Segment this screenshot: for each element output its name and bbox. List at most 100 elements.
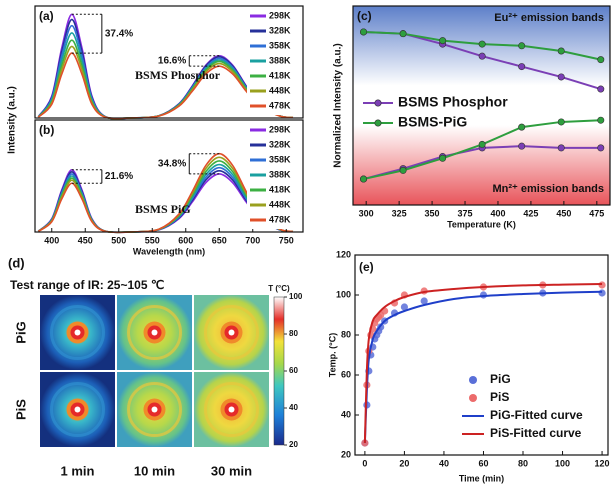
legend-label: PiG bbox=[490, 372, 511, 386]
x-tick-label: 300 bbox=[359, 208, 374, 218]
x-tick-label: 40 bbox=[439, 458, 449, 468]
x-tick-label: 60 bbox=[478, 458, 488, 468]
thermal-ring bbox=[50, 305, 105, 360]
panel-label: (a) bbox=[39, 9, 54, 23]
x-tick-label: 400 bbox=[490, 208, 505, 218]
colorbar-tick-label: 80 bbox=[289, 329, 298, 338]
point bbox=[518, 42, 526, 50]
hot-spot bbox=[228, 406, 235, 413]
point bbox=[399, 166, 407, 174]
legend-marker bbox=[374, 99, 382, 107]
colorbar-title: T (°C) bbox=[268, 284, 290, 293]
thermal-ring bbox=[204, 382, 259, 437]
inset-label: BSMS PiG bbox=[135, 202, 191, 216]
thermal-ring bbox=[50, 382, 105, 437]
annotation: 37.4% bbox=[105, 28, 133, 39]
point bbox=[400, 303, 409, 311]
point bbox=[478, 52, 486, 60]
point bbox=[557, 118, 565, 126]
colorbar bbox=[273, 296, 285, 446]
x-axis-title: Temperature (K) bbox=[447, 219, 516, 229]
y-tick-label: 20 bbox=[341, 449, 351, 459]
x-axis-title: Time (min) bbox=[459, 473, 504, 483]
point bbox=[557, 144, 565, 152]
hot-spot bbox=[228, 329, 235, 336]
x-tick-label: 475 bbox=[589, 208, 604, 218]
point bbox=[360, 175, 368, 183]
x-tick-label: 750 bbox=[279, 235, 294, 245]
hot-spot bbox=[151, 329, 158, 336]
point bbox=[598, 289, 606, 297]
hot-spot bbox=[74, 329, 81, 336]
column-label: 30 min bbox=[211, 463, 252, 478]
legend-label: 358K bbox=[269, 154, 291, 164]
legend-label: 328K bbox=[269, 139, 291, 149]
x-tick-label: 400 bbox=[44, 235, 59, 245]
x-tick-label: 500 bbox=[111, 235, 126, 245]
colorbar-tick-label: 40 bbox=[289, 403, 298, 412]
hot-spot bbox=[74, 406, 81, 413]
legend-label: 388K bbox=[269, 55, 291, 65]
point bbox=[557, 47, 565, 55]
panel-title: Test range of IR: 25~105 ℃ bbox=[10, 278, 164, 292]
point bbox=[478, 140, 486, 148]
point bbox=[518, 63, 526, 71]
thermal-ring bbox=[127, 382, 182, 437]
legend-label: BSMS Phosphor bbox=[398, 94, 508, 110]
legend-label: 298K bbox=[269, 124, 291, 134]
point bbox=[597, 85, 605, 93]
row-label: PiG bbox=[13, 321, 28, 343]
thermal-ring bbox=[204, 305, 259, 360]
x-tick-label: 325 bbox=[392, 208, 407, 218]
legend-marker bbox=[374, 119, 382, 127]
panel-label: (b) bbox=[39, 123, 54, 137]
legend-label: PiG-Fitted curve bbox=[490, 408, 583, 422]
y-axis-title: Normalized Intensity (a.u.) bbox=[333, 43, 344, 167]
fit-line bbox=[363, 283, 603, 444]
legend-label: PiS bbox=[490, 390, 509, 404]
legend-swatch bbox=[469, 394, 477, 402]
x-tick-label: 0 bbox=[362, 458, 367, 468]
x-tick-label: 425 bbox=[523, 208, 538, 218]
legend-label: 418K bbox=[269, 184, 291, 194]
legend-label: 418K bbox=[269, 70, 291, 80]
point bbox=[399, 30, 407, 38]
point bbox=[597, 56, 605, 64]
point bbox=[597, 144, 605, 152]
point bbox=[478, 40, 486, 48]
plot-frame bbox=[354, 254, 609, 456]
legend-label: 328K bbox=[269, 25, 291, 35]
annotation: 21.6% bbox=[105, 171, 133, 182]
legend-label: 478K bbox=[269, 214, 291, 224]
legend-label: 358K bbox=[269, 40, 291, 50]
point bbox=[557, 73, 565, 81]
point bbox=[518, 142, 526, 150]
band-label: Eu²⁺ emission bands bbox=[494, 12, 604, 24]
y-tick-label: 60 bbox=[341, 369, 351, 379]
x-tick-label: 20 bbox=[399, 458, 409, 468]
column-label: 1 min bbox=[61, 463, 95, 478]
panel-label: (e) bbox=[359, 260, 374, 274]
colorbar-tick-label: 60 bbox=[289, 366, 298, 375]
x-tick-label: 80 bbox=[518, 458, 528, 468]
x-tick-label: 350 bbox=[425, 208, 440, 218]
plot-frame bbox=[352, 5, 611, 206]
inset-label: BSMS Phosphor bbox=[135, 68, 221, 82]
column-label: 10 min bbox=[134, 463, 175, 478]
panel-label: (d) bbox=[8, 255, 25, 270]
plot-frame bbox=[34, 5, 304, 119]
x-tick-label: 550 bbox=[145, 235, 160, 245]
legend-label: 448K bbox=[269, 199, 291, 209]
point bbox=[439, 37, 447, 45]
legend-label: 388K bbox=[269, 169, 291, 179]
x-tick-label: 700 bbox=[245, 235, 260, 245]
point bbox=[420, 297, 428, 305]
annotation: 16.6% bbox=[158, 56, 186, 67]
legend-label: BSMS-PiG bbox=[398, 114, 467, 130]
legend-label: 298K bbox=[269, 10, 291, 20]
point bbox=[597, 116, 605, 124]
colorbar-tick-label: 100 bbox=[289, 292, 303, 301]
x-tick-label: 450 bbox=[78, 235, 93, 245]
point bbox=[360, 28, 368, 36]
